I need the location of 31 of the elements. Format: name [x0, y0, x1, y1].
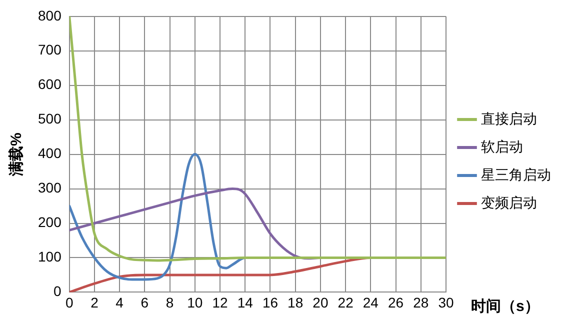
x-tick-label: 20: [312, 294, 328, 310]
x-tick-label: 4: [116, 294, 124, 310]
x-tick-label: 26: [388, 294, 404, 310]
y-axis-title: 满载%: [8, 132, 26, 177]
y-tick-label: 600: [38, 76, 62, 92]
x-tick-label: 10: [187, 294, 203, 310]
legend-label: 直接启动: [481, 110, 537, 126]
y-tick-label: 800: [38, 7, 62, 24]
y-tick-label: 200: [38, 214, 62, 230]
x-tick-label: 6: [140, 294, 149, 310]
x-tick-label: 22: [338, 294, 354, 310]
x-tick-label: 12: [212, 294, 228, 310]
x-tick-label: 8: [166, 294, 174, 310]
y-tick-label: 100: [38, 248, 62, 265]
y-tick-label: 300: [38, 180, 62, 196]
x-tick-label: 30: [438, 294, 454, 310]
x-tick-label: 0: [65, 294, 74, 310]
x-tick-label: 24: [362, 294, 379, 310]
y-tick-label: 400: [38, 145, 62, 162]
y-tick-label: 500: [38, 110, 62, 127]
legend-label: 变频启动: [481, 194, 537, 210]
legend-label: 星三角启动: [481, 166, 551, 182]
y-tick-label: 700: [38, 42, 62, 58]
x-tick-label: 18: [288, 294, 304, 310]
x-tick-label: 14: [237, 294, 254, 310]
y-tick-label: 0: [54, 283, 62, 300]
x-tick-label: 16: [262, 294, 278, 310]
legend-label: 软启动: [481, 138, 523, 154]
x-tick-label: 28: [413, 294, 429, 310]
x-axis-title: 时间（s）: [471, 298, 540, 316]
x-tick-label: 2: [90, 294, 99, 310]
